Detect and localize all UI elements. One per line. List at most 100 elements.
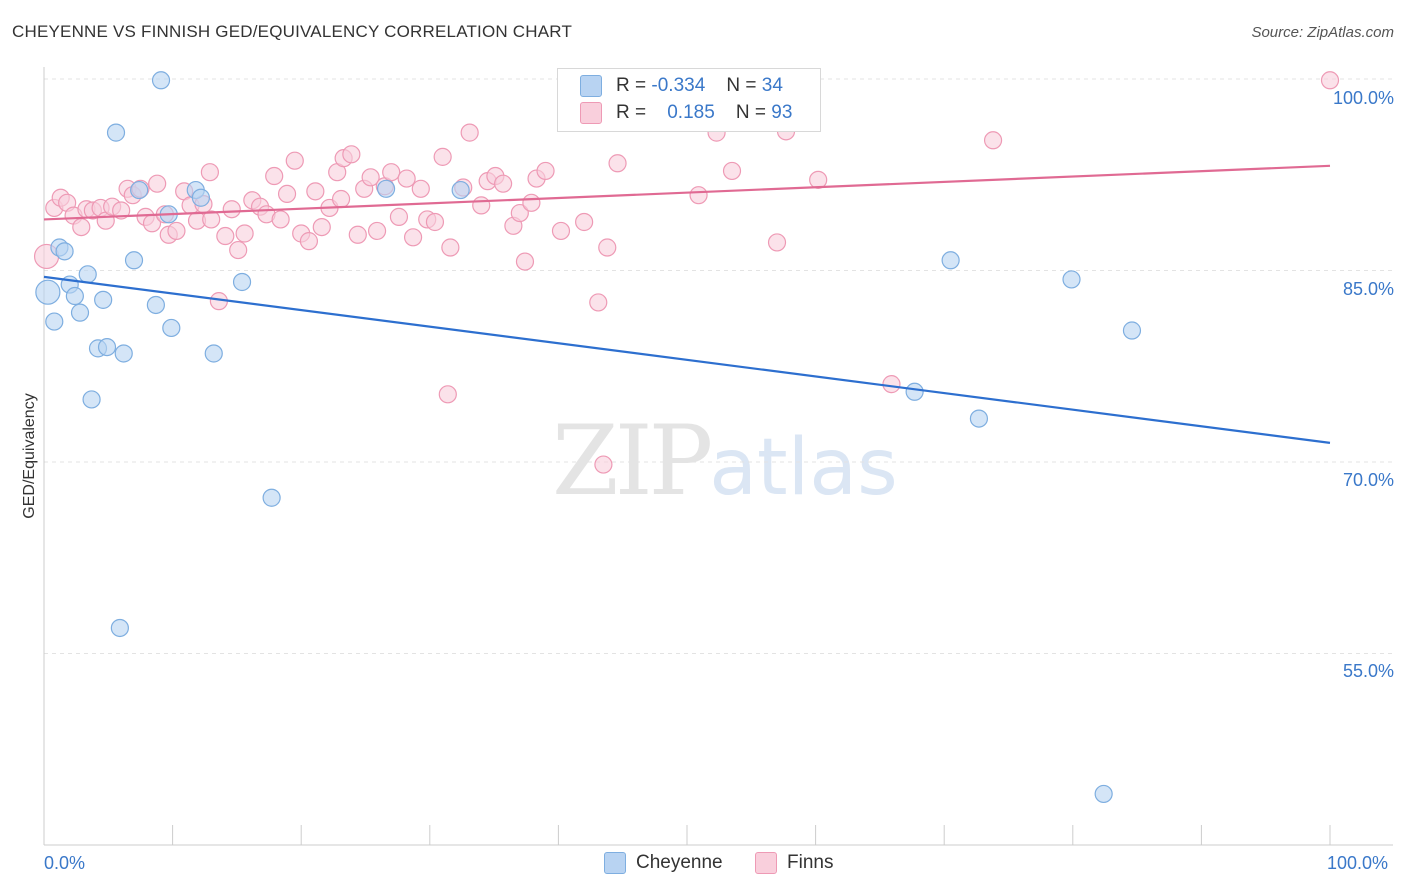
finns-point bbox=[72, 217, 91, 237]
finns-point bbox=[277, 184, 297, 203]
x-tick-label-0: 0.0% bbox=[44, 853, 86, 873]
cheyenne-point bbox=[162, 318, 181, 338]
trend-lines bbox=[43, 164, 1331, 444]
finns-point bbox=[382, 163, 401, 182]
finns-point bbox=[306, 182, 325, 201]
finns-point bbox=[767, 233, 787, 252]
finns-point bbox=[312, 217, 331, 237]
cheyenne-point bbox=[124, 251, 144, 270]
finns-point bbox=[608, 154, 627, 173]
cheyenne-points bbox=[35, 71, 1142, 804]
legend-n-label: N = bbox=[735, 102, 767, 123]
legend-swatch-cheyenne bbox=[580, 75, 602, 97]
finns-point bbox=[515, 252, 535, 271]
finns-point bbox=[216, 226, 235, 246]
cheyenne-point bbox=[376, 179, 396, 198]
watermark: ZIPatlas bbox=[552, 405, 898, 517]
cheyenne-trend-line bbox=[43, 275, 1331, 444]
y-axis-label: GED/Equivalency bbox=[21, 393, 38, 519]
cheyenne-point bbox=[106, 123, 126, 142]
finns-point bbox=[229, 240, 248, 260]
legend-row-cheyenne: R = -0.334 N = 34 bbox=[580, 75, 783, 101]
bottom-legend-swatch-cheyenne bbox=[604, 852, 626, 874]
cheyenne-point bbox=[65, 286, 84, 306]
cheyenne-point bbox=[151, 71, 171, 90]
finns-point bbox=[536, 161, 555, 181]
legend-n-label: N = bbox=[726, 75, 757, 96]
finns-point bbox=[348, 225, 367, 244]
finns-point bbox=[594, 455, 613, 474]
legend: R = -0.334 N = 34 R = 0.185 N = 93 bbox=[557, 68, 821, 132]
cheyenne-point bbox=[97, 338, 117, 357]
cheyenne-point bbox=[941, 251, 960, 270]
source-label: Source: ZipAtlas.com bbox=[1251, 24, 1394, 41]
y-tick-label-55: 55.0% bbox=[1342, 661, 1394, 681]
watermark-atlas: atlas bbox=[709, 423, 898, 513]
cheyenne-point bbox=[55, 242, 74, 261]
finns-point bbox=[425, 212, 445, 232]
finns-point bbox=[983, 131, 1003, 150]
cheyenne-point bbox=[110, 618, 129, 638]
y-tick-label-100: 100.0% bbox=[1332, 88, 1394, 108]
bottom-legend-label-cheyenne: Cheyenne bbox=[636, 852, 723, 873]
finns-point bbox=[265, 166, 284, 186]
legend-row-finns: R = 0.185 N = 93 bbox=[580, 102, 792, 128]
finns-point bbox=[411, 179, 430, 198]
cheyenne-point bbox=[70, 303, 90, 322]
cheyenne-point bbox=[45, 312, 64, 331]
finns-point bbox=[689, 186, 708, 205]
finns-point bbox=[438, 385, 457, 404]
legend-finns-r: 0.185 bbox=[667, 102, 715, 123]
cheyenne-point bbox=[1122, 321, 1142, 340]
cheyenne-point bbox=[78, 265, 97, 284]
axes-layer bbox=[43, 67, 1393, 846]
finns-point bbox=[809, 170, 828, 189]
finns-point bbox=[235, 224, 254, 243]
finns-trend-line bbox=[43, 164, 1331, 221]
watermark-zip: ZIP bbox=[552, 405, 713, 517]
finns-point bbox=[1320, 71, 1340, 90]
finns-point bbox=[551, 221, 571, 241]
cheyenne-point bbox=[1094, 784, 1113, 804]
finns-point bbox=[222, 200, 241, 219]
bottom-legend-finns: Finns bbox=[755, 852, 833, 876]
finns-point bbox=[200, 163, 219, 182]
bottom-legend-cheyenne: Cheyenne bbox=[604, 852, 723, 876]
cheyenne-point bbox=[114, 344, 133, 363]
finns-point bbox=[472, 196, 491, 215]
finns-point bbox=[112, 201, 131, 220]
cheyenne-point bbox=[82, 390, 101, 409]
cheyenne-point bbox=[94, 290, 113, 309]
finns-point bbox=[575, 212, 594, 232]
finns-point bbox=[331, 189, 351, 209]
finns-point bbox=[460, 123, 479, 142]
cheyenne-point bbox=[451, 180, 470, 200]
finns-point bbox=[361, 168, 380, 187]
cheyenne-point bbox=[905, 382, 924, 401]
finns-point bbox=[167, 221, 186, 241]
finns-point bbox=[510, 203, 529, 223]
finns-point bbox=[285, 151, 304, 170]
finns-point bbox=[882, 375, 901, 394]
legend-cheyenne-r: -0.334 bbox=[651, 75, 706, 96]
finns-point bbox=[271, 210, 290, 229]
bottom-legend-swatch-finns bbox=[755, 852, 777, 874]
finns-point bbox=[397, 169, 416, 188]
bottom-legend-label-finns: Finns bbox=[787, 852, 834, 873]
finns-point bbox=[367, 221, 387, 241]
legend-finns-n: 93 bbox=[771, 102, 793, 123]
cheyenne-point bbox=[191, 188, 210, 207]
finns-point bbox=[299, 232, 319, 251]
cheyenne-point bbox=[1062, 270, 1081, 289]
finns-point bbox=[148, 174, 167, 193]
legend-r-label: R = bbox=[616, 102, 647, 123]
grid-layer bbox=[44, 78, 1393, 654]
finns-point bbox=[522, 193, 541, 212]
cheyenne-point bbox=[35, 279, 61, 305]
finns-point bbox=[403, 228, 423, 247]
x-tick-label-100: 100.0% bbox=[1327, 853, 1389, 873]
chart-title: CHEYENNE VS FINNISH GED/EQUIVALENCY CORR… bbox=[12, 22, 573, 41]
finns-point bbox=[202, 210, 221, 229]
finns-point bbox=[722, 161, 742, 181]
